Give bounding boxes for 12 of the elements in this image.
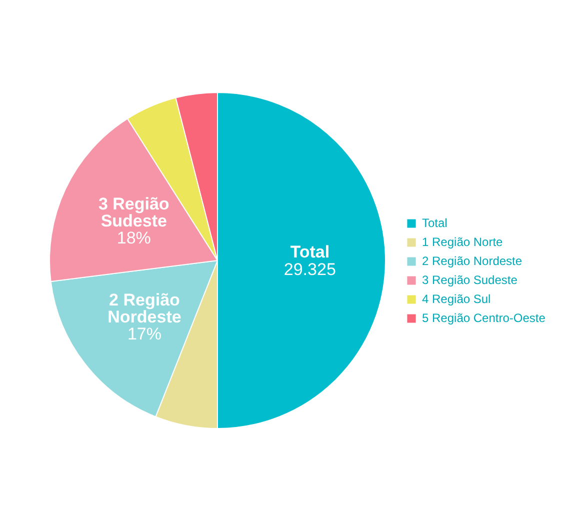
legend-label: 3 Região Sudeste — [422, 273, 518, 287]
legend-label: 4 Região Sul — [422, 292, 491, 306]
data-label: 18% — [116, 228, 151, 248]
legend-label: 5 Região Centro-Oeste — [422, 311, 546, 325]
slice-label: Total — [290, 242, 330, 262]
legend-label: Total — [422, 216, 448, 230]
legend-label: 1 Região Norte — [422, 235, 503, 249]
legend-label: 2 Região Nordeste — [422, 254, 522, 268]
slice-label: 3 Região Sudeste — [98, 194, 170, 231]
text: 29.325 — [284, 260, 336, 279]
data-label: 17% — [127, 324, 162, 344]
slice-label: 2 Região Nordeste — [108, 290, 182, 327]
